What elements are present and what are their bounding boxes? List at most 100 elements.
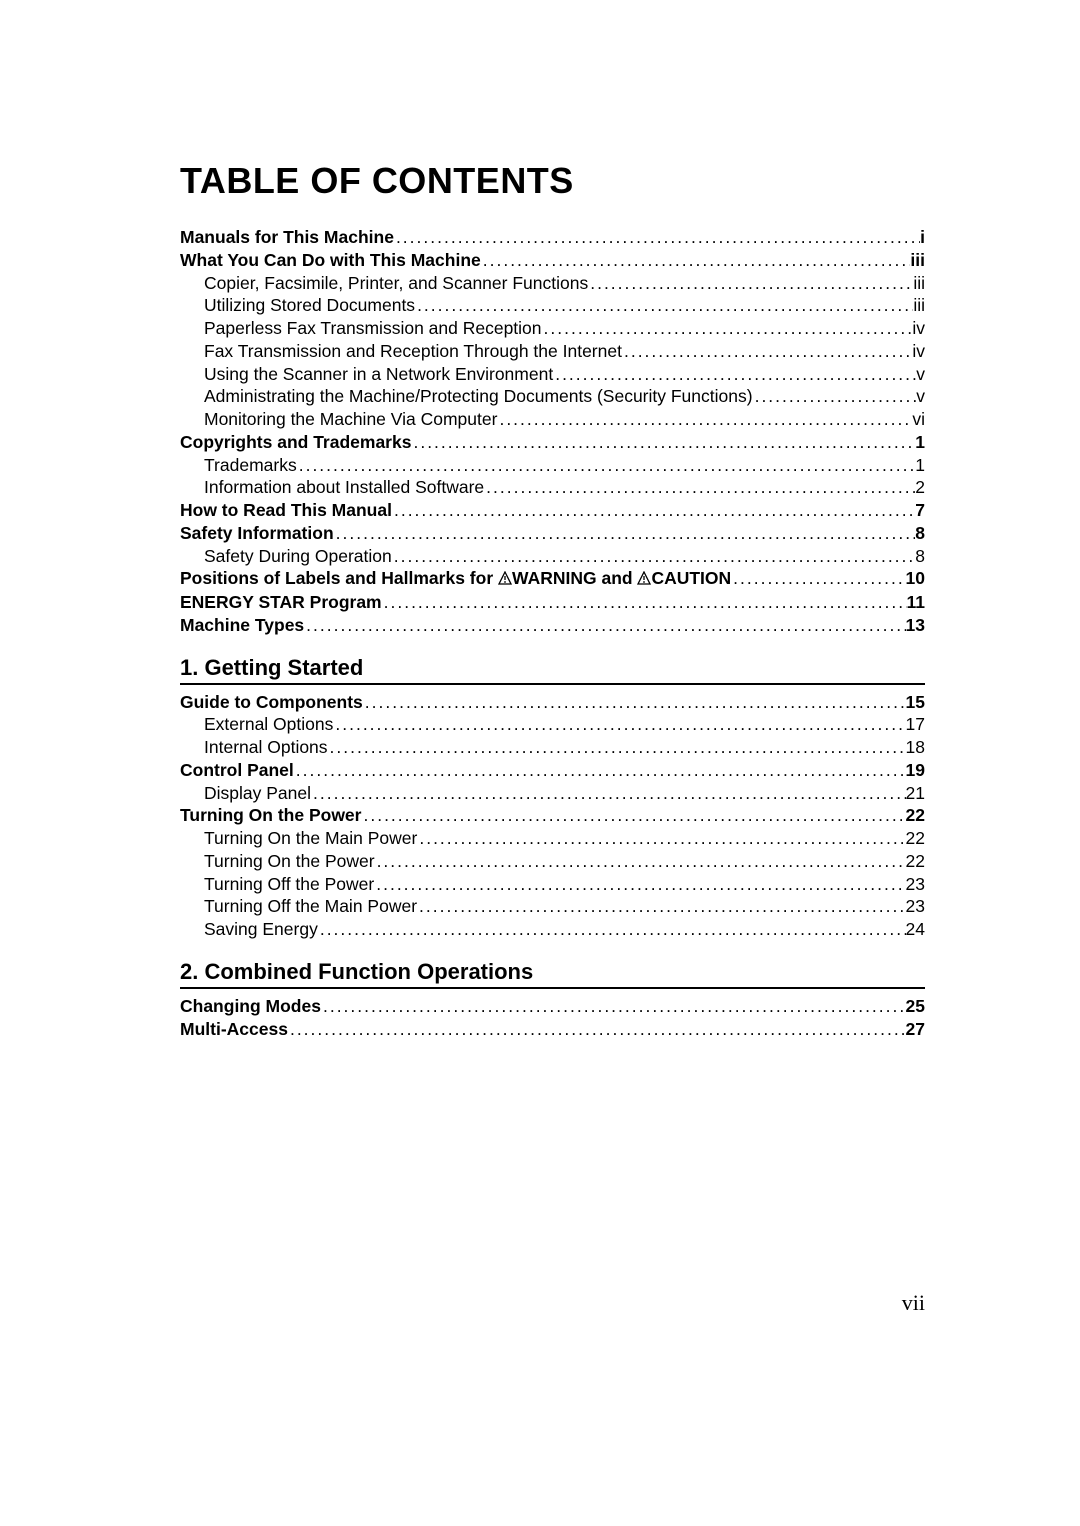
toc-entry: Manuals for This Machine ...............… xyxy=(180,226,925,249)
toc-label: Using the Scanner in a Network Environme… xyxy=(204,363,553,386)
dot-leader: ........................................… xyxy=(497,408,912,431)
toc-label: Guide to Components xyxy=(180,691,363,714)
warning-triangle-icon xyxy=(498,568,512,591)
toc-page: vi xyxy=(912,408,925,431)
toc-entry: Turning On the Main Power ..............… xyxy=(180,827,925,850)
toc-page: 18 xyxy=(906,736,925,759)
toc-label: Control Panel xyxy=(180,759,294,782)
toc-label: Copyrights and Trademarks xyxy=(180,431,411,454)
toc-page: iv xyxy=(912,340,925,363)
section-heading: 1. Getting Started xyxy=(180,655,925,685)
toc-label: Display Panel xyxy=(204,782,311,805)
page: TABLE OF CONTENTS Manuals for This Machi… xyxy=(0,0,1080,1526)
dot-leader: ........................................… xyxy=(622,340,912,363)
toc-page: 27 xyxy=(906,1018,925,1041)
toc-label: Copier, Facsimile, Printer, and Scanner … xyxy=(204,272,588,295)
toc-label: Turning Off the Power xyxy=(204,873,374,896)
toc-entry: Machine Types ..........................… xyxy=(180,614,925,637)
toc-entry: Copier, Facsimile, Printer, and Scanner … xyxy=(180,272,925,295)
dot-leader: ........................................… xyxy=(392,499,915,522)
dot-leader: ........................................… xyxy=(375,850,906,873)
dot-leader: ........................................… xyxy=(288,1018,906,1041)
toc-label: Turning Off the Main Power xyxy=(204,895,417,918)
toc-label: Information about Installed Software xyxy=(204,476,484,499)
toc-entry: Administrating the Machine/Protecting Do… xyxy=(180,385,925,408)
toc-label: Paperless Fax Transmission and Reception xyxy=(204,317,542,340)
toc-label: What You Can Do with This Machine xyxy=(180,249,481,272)
toc-entry: Utilizing Stored Documents .............… xyxy=(180,294,925,317)
dot-leader: ........................................… xyxy=(394,226,920,249)
toc-entry: Internal Options .......................… xyxy=(180,736,925,759)
toc-page: 15 xyxy=(906,691,925,714)
toc-label: Internal Options xyxy=(204,736,328,759)
dot-leader: ........................................… xyxy=(328,736,906,759)
dot-leader: ........................................… xyxy=(731,567,905,590)
toc-label: ENERGY STAR Program xyxy=(180,591,382,614)
toc-entry: What You Can Do with This Machine ......… xyxy=(180,249,925,272)
toc-page: 25 xyxy=(906,995,925,1018)
dot-leader: ........................................… xyxy=(334,522,916,545)
toc-page: 19 xyxy=(906,759,925,782)
toc-page: v xyxy=(916,385,925,408)
toc-entry: Positions of Labels and Hallmarks for WA… xyxy=(180,567,925,591)
dot-leader: ........................................… xyxy=(361,804,905,827)
toc-label: Positions of Labels and Hallmarks for WA… xyxy=(180,567,731,591)
toc-entry: Information about Installed Software ...… xyxy=(180,476,925,499)
toc-label: How to Read This Manual xyxy=(180,499,392,522)
toc-page: 1 xyxy=(915,454,925,477)
toc-entry: Control Panel ..........................… xyxy=(180,759,925,782)
dot-leader: ........................................… xyxy=(417,827,905,850)
toc-label: Fax Transmission and Reception Through t… xyxy=(204,340,622,363)
toc-label: Utilizing Stored Documents xyxy=(204,294,415,317)
toc-entry: Turning Off the Main Power .............… xyxy=(180,895,925,918)
dot-leader: ........................................… xyxy=(311,782,906,805)
toc-label: Turning On the Power xyxy=(204,850,375,873)
section-heading: 2. Combined Function Operations xyxy=(180,959,925,989)
dot-leader: ........................................… xyxy=(321,995,906,1018)
dot-leader: ........................................… xyxy=(417,895,906,918)
toc-entry: Paperless Fax Transmission and Reception… xyxy=(180,317,925,340)
warning-triangle-icon xyxy=(637,568,651,591)
toc-entry: Fax Transmission and Reception Through t… xyxy=(180,340,925,363)
toc-page: 2 xyxy=(915,476,925,499)
dot-leader: ........................................… xyxy=(542,317,913,340)
toc-page: 24 xyxy=(906,918,925,941)
toc-entry: Multi-Access ...........................… xyxy=(180,1018,925,1041)
toc-page: 13 xyxy=(906,614,925,637)
toc-entry: Changing Modes .........................… xyxy=(180,995,925,1018)
toc-page: 17 xyxy=(906,713,925,736)
toc-front-matter: Manuals for This Machine ...............… xyxy=(180,226,925,1040)
dot-leader: ........................................… xyxy=(392,545,916,568)
toc-page: iii xyxy=(910,249,925,272)
toc-page: 21 xyxy=(906,782,925,805)
toc-label-part: WARNING and xyxy=(512,568,637,588)
toc-page: 22 xyxy=(906,804,925,827)
toc-page: 1 xyxy=(915,431,925,454)
toc-page: 23 xyxy=(906,873,925,896)
dot-leader: ........................................… xyxy=(415,294,913,317)
dot-leader: ........................................… xyxy=(363,691,906,714)
toc-label: Changing Modes xyxy=(180,995,321,1018)
dot-leader: ........................................… xyxy=(411,431,915,454)
toc-entry: Safety During Operation ................… xyxy=(180,545,925,568)
toc-entry: Monitoring the Machine Via Computer ....… xyxy=(180,408,925,431)
toc-entry: How to Read This Manual ................… xyxy=(180,499,925,522)
toc-entry: Using the Scanner in a Network Environme… xyxy=(180,363,925,386)
dot-leader: ........................................… xyxy=(297,454,916,477)
toc-entry: Guide to Components ....................… xyxy=(180,691,925,714)
toc-label: Trademarks xyxy=(204,454,297,477)
toc-label: Turning On the Main Power xyxy=(204,827,417,850)
dot-leader: ........................................… xyxy=(553,363,916,386)
toc-page: 22 xyxy=(906,827,925,850)
toc-entry: Saving Energy ..........................… xyxy=(180,918,925,941)
toc-label: Turning On the Power xyxy=(180,804,361,827)
toc-page: 11 xyxy=(907,591,926,614)
dot-leader: ........................................… xyxy=(588,272,913,295)
dot-leader: ........................................… xyxy=(374,873,905,896)
dot-leader: ........................................… xyxy=(304,614,905,637)
dot-leader: ........................................… xyxy=(333,713,905,736)
toc-label: Saving Energy xyxy=(204,918,318,941)
toc-entry: Turning On the Power ...................… xyxy=(180,804,925,827)
toc-label: Safety Information xyxy=(180,522,334,545)
dot-leader: ........................................… xyxy=(481,249,911,272)
